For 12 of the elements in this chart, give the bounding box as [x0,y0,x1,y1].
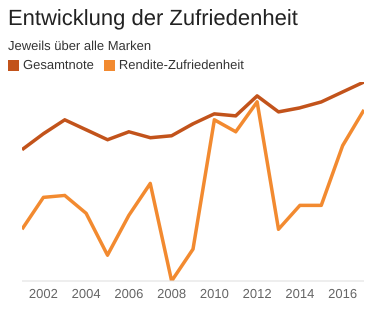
legend-label: Rendite-Zufriedenheit [118,57,244,72]
x-tick-label: 2012 [242,286,272,302]
x-tick-label: 2004 [72,286,101,302]
chart-subtitle: Jeweils über alle Marken [8,38,152,53]
x-tick-label: 2016 [328,286,358,302]
x-tick-label: 2014 [285,286,314,302]
legend-label: Gesamtnote [23,57,94,72]
x-tick-label: 2008 [157,286,186,302]
chart-title: Entwicklung der Zufriedenheit [8,4,299,32]
x-tick-label: 2002 [28,286,58,302]
x-tick-label: 2006 [114,286,144,302]
x-tick-label: 2010 [200,286,229,302]
